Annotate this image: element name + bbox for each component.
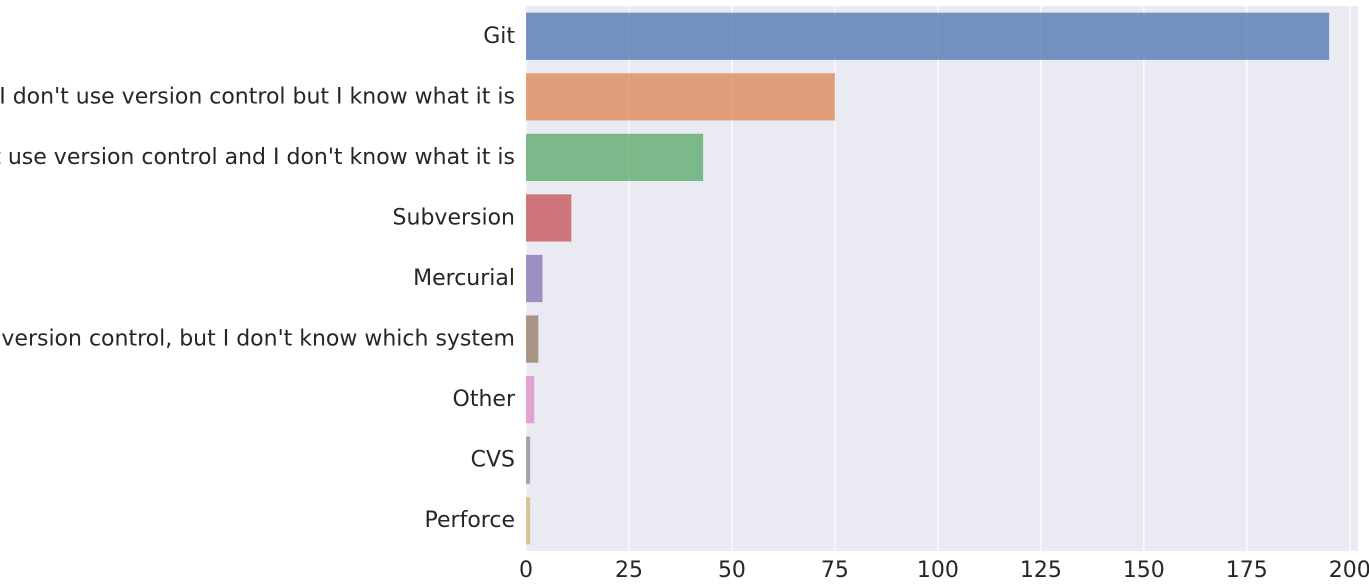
bar: [526, 315, 539, 363]
x-tick-label: 0: [519, 558, 533, 583]
category-label: Perforce: [425, 508, 515, 533]
bar: [526, 497, 531, 545]
bar: [526, 73, 835, 121]
bar: [526, 133, 704, 182]
category-label: I don't use version control but I know w…: [0, 84, 515, 109]
bar: [526, 436, 531, 484]
x-tick-label: 50: [718, 558, 746, 583]
x-tick-label: 75: [821, 558, 849, 583]
category-label: CVS: [471, 448, 515, 473]
x-tick-labels: 0 25 50 75 100 125 150 175 200: [519, 558, 1369, 583]
category-label: Mercurial: [413, 266, 515, 291]
category-label: Other: [453, 387, 516, 412]
bar: [526, 254, 543, 303]
category-label: Git: [483, 24, 515, 49]
x-tick-label: 125: [1020, 558, 1062, 583]
category-label: Subversion: [393, 205, 515, 230]
x-tick-label: 150: [1123, 558, 1165, 583]
bar: [526, 194, 572, 242]
x-tick-label: 175: [1226, 558, 1268, 583]
bars: [526, 12, 1330, 545]
category-label: I don't use version control and I don't …: [0, 145, 515, 170]
x-tick-label: 100: [917, 558, 959, 583]
bar: [526, 375, 535, 424]
bar: [526, 12, 1330, 60]
x-tick-label: 25: [615, 558, 643, 583]
category-label: I use version control, but I don't know …: [0, 327, 515, 352]
category-labels: Git I don't use version control but I kno…: [0, 24, 516, 533]
x-tick-label: 200: [1329, 558, 1369, 583]
